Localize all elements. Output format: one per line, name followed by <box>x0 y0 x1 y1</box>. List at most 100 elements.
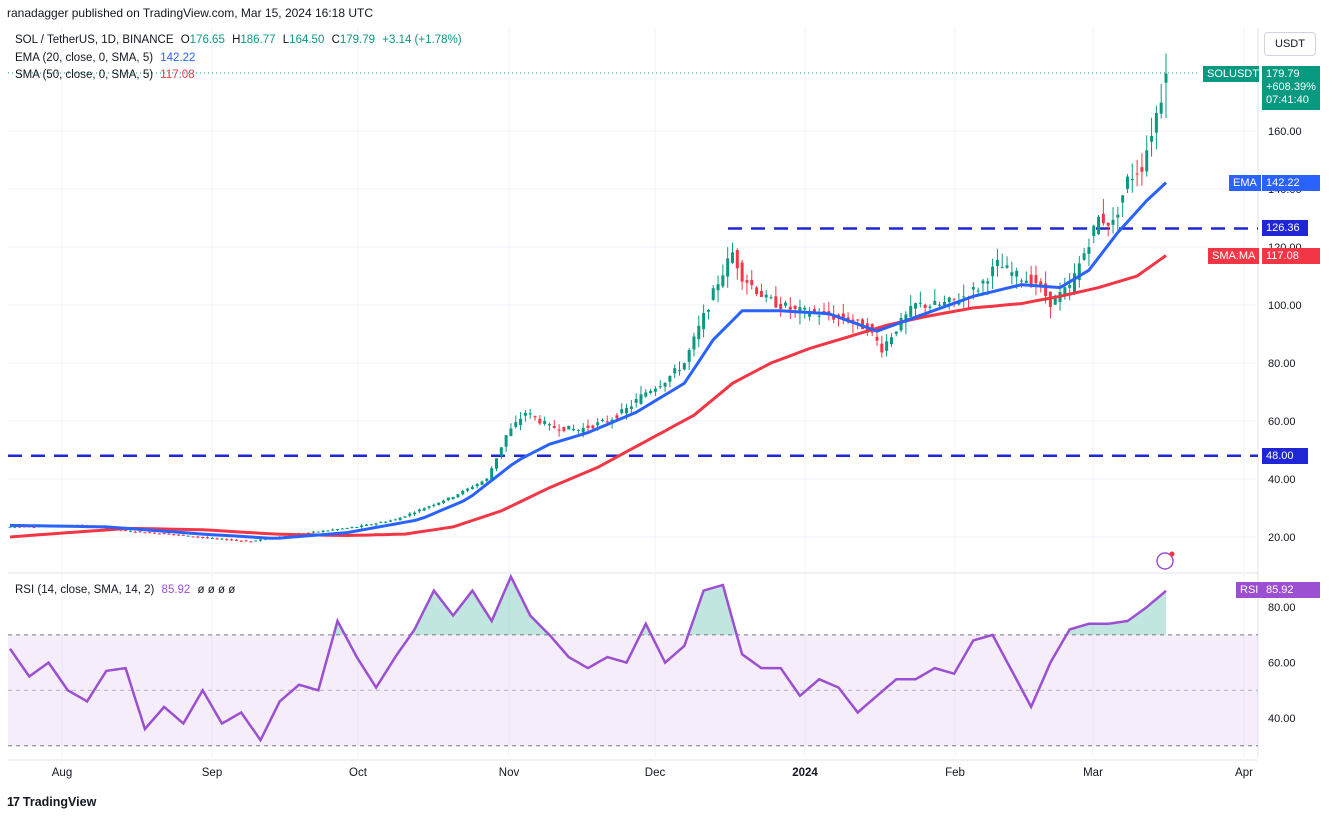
candle-body <box>167 533 171 535</box>
lightning-icon <box>1156 552 1174 570</box>
tradingview-logo[interactable]: 17 TradingView <box>7 795 96 809</box>
time-tick-label: Dec <box>645 767 666 779</box>
legend-ema-label: EMA (20, close, 0, SMA, 5) <box>15 52 154 64</box>
candle-body <box>393 519 397 521</box>
candle-body <box>1005 265 1009 268</box>
candle-body <box>904 314 908 323</box>
candle-body <box>697 325 701 340</box>
candle-body <box>181 534 185 536</box>
candle-body <box>234 539 238 541</box>
time-tick-label: Oct <box>349 767 368 779</box>
candle-body <box>600 420 604 422</box>
candle-body <box>914 303 918 309</box>
candle-body <box>461 490 465 495</box>
price-pane <box>8 28 1258 570</box>
candle-body <box>557 429 561 431</box>
rsi-tick-label: 40.00 <box>1268 713 1296 725</box>
candle-body <box>220 538 224 540</box>
candle-body <box>885 341 889 351</box>
last-price-tag: 179.79 +608.39% 07:41:40 <box>1262 66 1320 110</box>
time-tick-label: Feb <box>945 767 965 779</box>
candle-body <box>340 528 344 530</box>
candle-body <box>1010 272 1014 276</box>
candle-body <box>254 540 258 542</box>
candle-body <box>538 418 542 424</box>
candle-body <box>1063 287 1067 297</box>
candle-body <box>644 392 648 397</box>
candle-body <box>861 319 865 330</box>
candle-body <box>706 310 710 312</box>
candle-body <box>331 529 335 531</box>
candle-body <box>639 394 643 404</box>
candle-body <box>755 287 759 294</box>
candle-body <box>316 531 320 533</box>
candle-body <box>668 375 672 382</box>
ema-price-tag: 142.22 <box>1262 175 1320 191</box>
candle-body <box>230 539 234 541</box>
candle-body <box>543 421 547 424</box>
candle-body <box>172 534 176 536</box>
price-tick-label: 100.00 <box>1268 300 1302 312</box>
time-tick-label: 2024 <box>792 767 818 779</box>
candle-body <box>1015 270 1019 277</box>
legend-rsi-row: RSI (14, close, SMA, 14, 2) 85.92 ø ø ø … <box>15 584 235 596</box>
candle-body <box>1130 178 1134 181</box>
candle-body <box>596 422 600 426</box>
candle-body <box>128 530 132 532</box>
price-tick-label: 40.00 <box>1268 474 1296 486</box>
legend-open: 176.65 <box>189 34 225 46</box>
rsi-tag: RSI <box>1236 582 1263 598</box>
candle-body <box>360 525 364 528</box>
candle-body <box>918 302 922 304</box>
time-tick-label: Sep <box>202 767 222 779</box>
candle-body <box>572 428 576 431</box>
notification-dot-icon <box>1169 551 1175 557</box>
candle-body <box>832 314 836 320</box>
candle-body <box>962 296 966 298</box>
candle-body <box>32 526 36 528</box>
candle-body <box>759 290 763 297</box>
candle-body <box>244 540 248 542</box>
candle-body <box>1135 173 1139 175</box>
candle-body <box>750 280 754 286</box>
candle-body <box>562 426 566 432</box>
candle-body <box>981 280 985 284</box>
candle-body <box>567 425 571 430</box>
candle-body <box>889 337 893 345</box>
candle-body <box>157 533 161 535</box>
candle-body <box>350 527 354 529</box>
candle-body <box>1106 222 1110 226</box>
rsi-tick-label: 80.00 <box>1268 602 1296 614</box>
candle-body <box>971 287 975 290</box>
candle-body <box>201 536 205 538</box>
candle-body <box>355 526 359 528</box>
legend-symbol-row: SOL / TetherUS, 1D, BINANCE O176.65 H186… <box>15 34 462 46</box>
candle-body <box>1140 167 1144 172</box>
candle-body <box>938 304 942 306</box>
candle-body <box>485 478 489 481</box>
candle-body <box>215 538 219 540</box>
candle-body <box>413 512 417 515</box>
candle-body <box>528 413 532 415</box>
candle-body <box>653 388 657 392</box>
candle-body <box>519 418 523 426</box>
candle-body <box>687 350 691 362</box>
candle-body <box>133 531 137 533</box>
candle-body <box>711 288 715 300</box>
legend-sma-label: SMA (50, close, 0, SMA, 5) <box>15 69 154 81</box>
candle-body <box>581 427 585 433</box>
candle-body <box>1072 273 1076 293</box>
rsi-tick-label: 60.00 <box>1268 658 1296 670</box>
candle-body <box>1164 73 1168 83</box>
currency-unit-button[interactable]: USDT <box>1264 32 1316 56</box>
candle-body <box>1034 275 1038 284</box>
sma-tag: SMA:MA <box>1208 248 1260 264</box>
candle-body <box>417 509 421 512</box>
candle-body <box>764 294 768 298</box>
candle-body <box>504 435 508 447</box>
last-change: +608.39% <box>1266 81 1316 93</box>
candle-body <box>716 284 720 291</box>
candle-body <box>451 497 455 500</box>
candle-body <box>427 506 431 508</box>
candle-body <box>552 426 556 428</box>
